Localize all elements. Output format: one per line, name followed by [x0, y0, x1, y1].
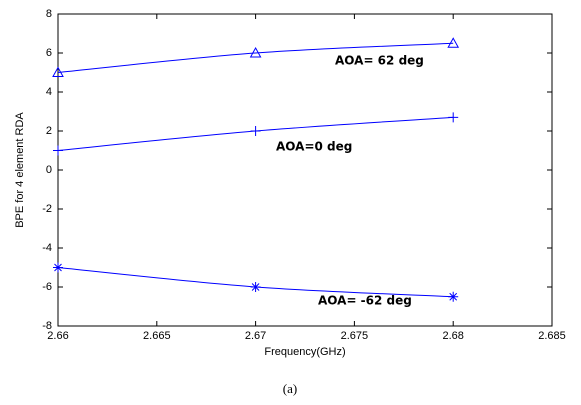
y-tick-label: -6: [42, 281, 52, 293]
y-tick-label: 6: [46, 47, 52, 59]
x-tick-label: 2.685: [538, 330, 566, 342]
y-tick-label: 2: [46, 125, 52, 137]
annotation: AOA=0 deg: [276, 140, 352, 154]
axes-box: [57, 13, 553, 327]
marker: [250, 282, 261, 292]
x-axis-label: Frequency(GHz): [264, 346, 345, 358]
y-tick-label: 4: [46, 86, 52, 98]
x-tick-label: 2.67: [245, 330, 266, 342]
series-line: [57, 42, 454, 73]
marker: [448, 291, 459, 302]
x-tick-label: 2.665: [143, 330, 171, 342]
marker: [447, 37, 460, 48]
annotation: AOA= 62 deg: [335, 54, 424, 68]
caption: (a): [283, 381, 297, 396]
marker: [52, 66, 64, 77]
x-tick-label: 2.68: [442, 330, 463, 342]
marker: [250, 126, 261, 136]
marker: [448, 112, 459, 123]
x-tick-label: 2.66: [47, 330, 68, 342]
y-tick-label: 0: [46, 164, 52, 176]
y-tick-label: -2: [42, 203, 52, 215]
marker: [53, 262, 63, 273]
marker: [53, 145, 63, 156]
y-tick-label: 8: [46, 8, 52, 20]
y-axis-label: BPE for 4 element RDA: [14, 112, 26, 228]
y-tick-label: -4: [42, 242, 52, 254]
x-tick-label: 2.675: [341, 330, 369, 342]
marker: [249, 46, 262, 58]
annotation: AOA= -62 deg: [318, 294, 412, 308]
y-tick-label: -8: [42, 320, 52, 332]
